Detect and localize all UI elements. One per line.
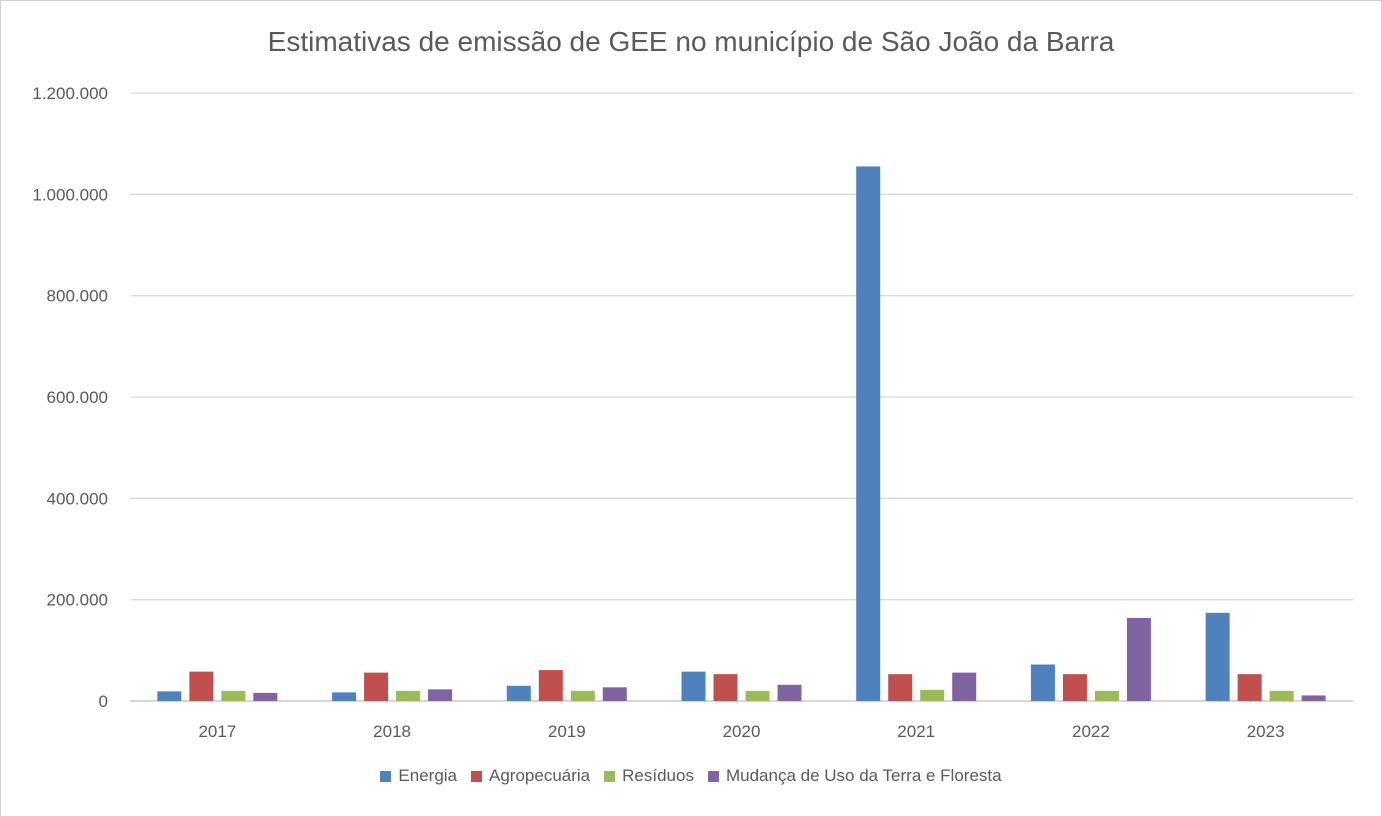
chart-title: Estimativas de emissão de GEE no municíp… bbox=[267, 26, 1115, 57]
x-tick-label: 2022 bbox=[1072, 722, 1110, 741]
y-tick-label: 1.200.000 bbox=[32, 84, 108, 103]
bar-mudan-a-de-uso-da-terra-e-floresta-2017 bbox=[253, 692, 278, 701]
bar-agropecu-ria-2022 bbox=[1062, 674, 1087, 701]
legend-swatch bbox=[707, 770, 719, 782]
x-tick-label: 2023 bbox=[1247, 722, 1285, 741]
legend-swatch bbox=[471, 770, 483, 782]
legend-item: Mudança de Uso da Terra e Floresta bbox=[707, 766, 1002, 786]
x-axis-ticks: 2017 2018 2019 2020 2021 2022 2023 bbox=[198, 722, 1284, 741]
bar-agropecu-ria-2018 bbox=[364, 672, 389, 701]
y-tick-label: 200.000 bbox=[47, 591, 108, 610]
x-tick-label: 2018 bbox=[373, 722, 411, 741]
bar-res-duos-2018 bbox=[396, 690, 421, 701]
x-tick-label: 2019 bbox=[548, 722, 586, 741]
bar-energia-2017 bbox=[157, 691, 182, 701]
y-tick-label: 600.000 bbox=[47, 388, 108, 407]
legend-swatch bbox=[380, 770, 392, 782]
bar-res-duos-2021 bbox=[920, 689, 945, 701]
gridlines bbox=[130, 92, 1353, 702]
bar-res-duos-2022 bbox=[1094, 690, 1119, 701]
bar-mudan-a-de-uso-da-terra-e-floresta-2019 bbox=[602, 687, 627, 701]
legend-item: Agropecuária bbox=[471, 766, 590, 786]
bar-res-duos-2020 bbox=[745, 690, 770, 701]
bar-agropecu-ria-2020 bbox=[713, 674, 738, 701]
bar-mudan-a-de-uso-da-terra-e-floresta-2018 bbox=[428, 689, 453, 701]
bar-energia-2018 bbox=[332, 692, 357, 701]
bar-mudan-a-de-uso-da-terra-e-floresta-2022 bbox=[1126, 617, 1151, 701]
bar-agropecu-ria-2023 bbox=[1237, 674, 1262, 701]
legend-item: Resíduos bbox=[604, 766, 694, 786]
bar-mudan-a-de-uso-da-terra-e-floresta-2021 bbox=[952, 672, 977, 701]
y-axis-ticks: 0 200.000 400.000 600.000 800.000 1.000.000 1.… bbox=[32, 84, 108, 711]
bar-res-duos-2023 bbox=[1269, 690, 1294, 701]
legend: Energia Agropecuária Resíduos Mudança de Us… bbox=[0, 766, 1382, 786]
bar-mudan-a-de-uso-da-terra-e-floresta-2023 bbox=[1301, 695, 1326, 701]
y-tick-label: 1.000.000 bbox=[32, 185, 108, 204]
bar-energia-2022 bbox=[1030, 664, 1055, 701]
y-tick-label: 0 bbox=[99, 692, 108, 711]
legend-label: Energia bbox=[398, 766, 458, 785]
x-tick-label: 2017 bbox=[198, 722, 236, 741]
bar-agropecu-ria-2017 bbox=[189, 671, 214, 701]
legend-item: Energia bbox=[380, 766, 457, 786]
bars bbox=[157, 166, 1326, 701]
bar-agropecu-ria-2019 bbox=[538, 670, 563, 701]
legend-swatch bbox=[604, 770, 616, 782]
bar-energia-2020 bbox=[681, 671, 706, 701]
x-tick-label: 2021 bbox=[897, 722, 935, 741]
legend-label: Agropecuária bbox=[489, 766, 591, 785]
bar-res-duos-2019 bbox=[570, 690, 595, 701]
legend-label: Resíduos bbox=[622, 766, 694, 785]
bar-agropecu-ria-2021 bbox=[888, 674, 913, 701]
y-tick-label: 800.000 bbox=[47, 287, 108, 306]
bar-energia-2021 bbox=[856, 166, 881, 701]
bar-energia-2023 bbox=[1205, 612, 1230, 701]
bar-mudan-a-de-uso-da-terra-e-floresta-2020 bbox=[777, 684, 802, 701]
bar-res-duos-2017 bbox=[221, 690, 246, 701]
legend-label: Mudança de Uso da Terra e Floresta bbox=[725, 766, 1002, 785]
bar-energia-2019 bbox=[506, 685, 531, 701]
y-tick-label: 400.000 bbox=[47, 489, 108, 508]
x-tick-label: 2020 bbox=[723, 722, 761, 741]
